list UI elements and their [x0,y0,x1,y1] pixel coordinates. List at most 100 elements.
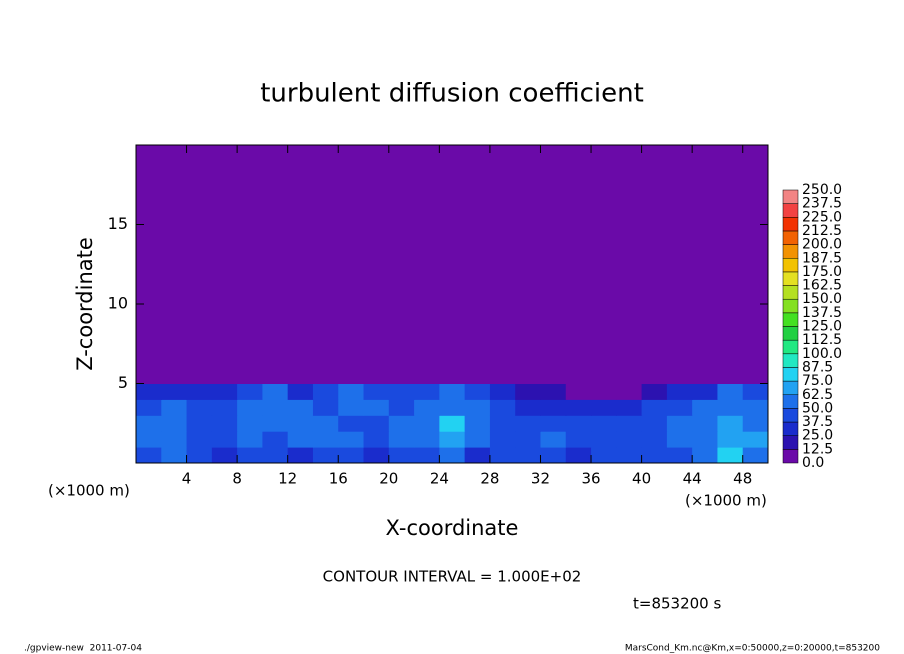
field-cell [591,145,617,384]
field-cell [136,399,162,416]
field-cell [439,399,466,416]
colorbar-label: 125.0 [802,319,842,335]
colorbar-band [782,189,799,204]
x-axis-label: X-coordinate [386,516,519,540]
field-cell [262,399,289,416]
field-cell [287,415,314,432]
field-cell [186,415,213,432]
field-cell [312,431,339,448]
field-cell [616,383,643,400]
colorbar-band [782,285,799,300]
field-cell [414,431,440,448]
colorbar-band [782,203,799,218]
field-cell [641,145,668,384]
field-cell [515,383,541,400]
field-cell [237,447,263,464]
colorbar-label: 50.0 [802,400,833,416]
field-cell [262,383,289,400]
field-cell [338,383,365,400]
colorbar-band [782,449,799,464]
field-cell [666,431,693,448]
field-cell [464,145,491,384]
field-cell [489,383,516,400]
field-cell [717,447,744,464]
field-cell [161,415,188,432]
field-cell [540,415,567,432]
field-cell [262,431,289,448]
x-tick-label: 28 [480,470,499,488]
field-cell [312,415,339,432]
field-cell [515,447,541,464]
field-cell [287,431,314,448]
field-cell [717,145,744,384]
colorbar-label: 212.5 [802,223,842,239]
field-cell [489,431,516,448]
colorbar-band [782,312,799,327]
colorbar-band [782,326,799,341]
x-unit-label: (×1000 m) [685,492,767,510]
field-cell [287,399,314,416]
colorbar-label: 62.5 [802,387,833,403]
field-cell [515,399,541,416]
x-unit-label: (×1000 m) [48,482,130,500]
colorbar-band [782,298,799,314]
field-cell [312,399,339,416]
field-cell [363,399,390,416]
field-cell [565,145,592,384]
field-cell [641,415,668,432]
field-cell [666,383,693,400]
field-cell [591,383,617,400]
field-cell [363,447,390,464]
colorbar-label: 37.5 [802,414,833,430]
field-cell [439,383,466,400]
field-cell [338,415,365,432]
field-cell [742,447,769,464]
field-cell [237,415,263,432]
colorbar-band [782,367,799,382]
contour-note: CONTOUR INTERVAL = 1.000E+02 [323,568,582,586]
field-cell [262,447,289,464]
field-cell [666,399,693,416]
field-cell [666,145,693,384]
field-cell [692,399,718,416]
field-cell [312,447,339,464]
field-cell [565,415,592,432]
field-cell [338,399,365,416]
field-cell [136,431,162,448]
colorbar-band [782,435,799,450]
field-cell [338,431,365,448]
field-cell [489,447,516,464]
field-cell [161,431,188,448]
field-cell [464,447,491,464]
field-cell [388,145,415,384]
colorbar-label: 137.5 [802,305,842,321]
colorbar-band [782,421,799,436]
field-cell [515,415,541,432]
field-cell [616,431,643,448]
field-cell [186,145,213,384]
field-cell [489,415,516,432]
field-cell [616,447,643,464]
field-cell [414,383,440,400]
y-tick-label: 5 [118,373,128,392]
field-cell [591,415,617,432]
colorbar-band [782,271,799,286]
colorbar-band [782,230,799,245]
field-cell [591,399,617,416]
colorbar-label: 12.5 [802,441,833,457]
field-cell [565,399,592,416]
field-cell [211,415,238,432]
field-cell [439,145,466,384]
field-cell [717,415,744,432]
field-cell [388,447,415,464]
field-cell [312,383,339,400]
colorbar-band [782,217,799,232]
field-cell [287,447,314,464]
field-cell [237,431,263,448]
field-cell [136,383,162,400]
field-cell [186,383,213,400]
colorbar-band [782,244,799,259]
x-tick-label: 48 [733,470,752,488]
field-cell [414,399,440,416]
